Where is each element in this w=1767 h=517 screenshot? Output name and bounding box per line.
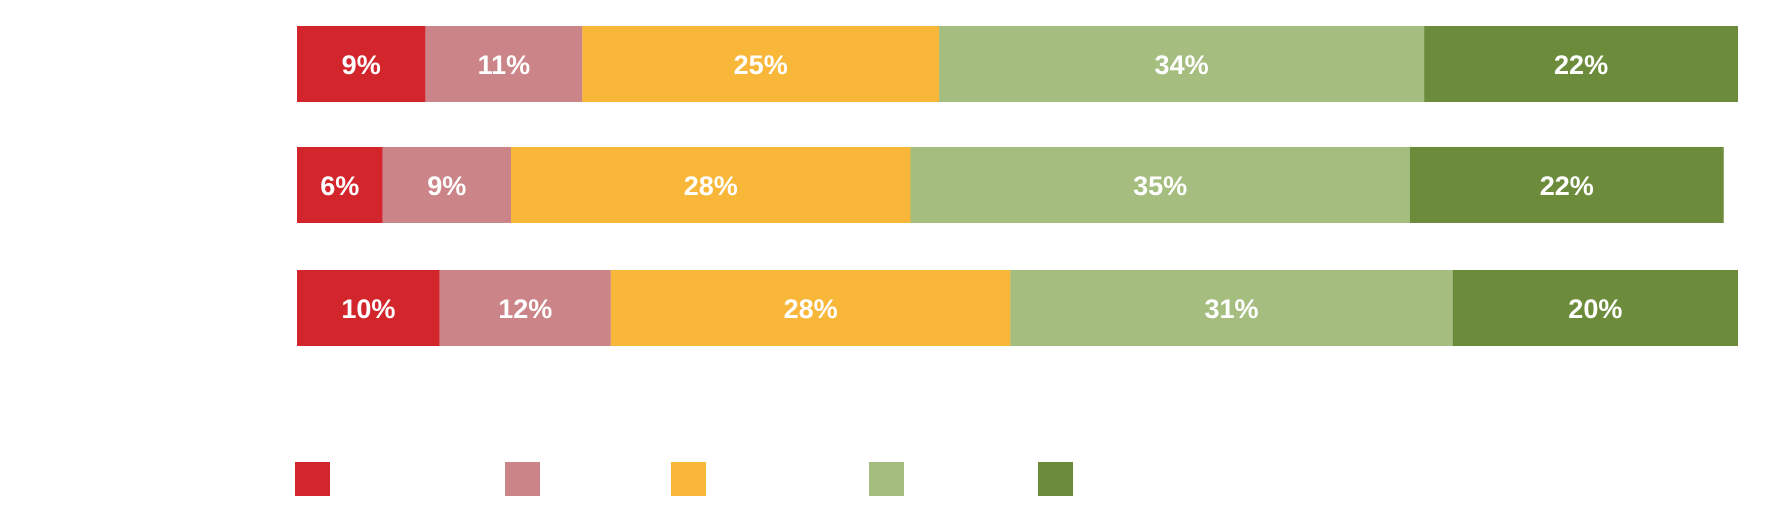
data-label: 11% <box>478 50 531 80</box>
data-label: 22% <box>1554 50 1608 80</box>
data-label: 31% <box>1204 294 1258 324</box>
bar-segment <box>939 26 1425 102</box>
bar-segment <box>610 270 1011 346</box>
data-label: 22% <box>1540 171 1594 201</box>
bar-segment <box>297 147 383 223</box>
bar-segment <box>1424 26 1738 102</box>
data-label: 25% <box>734 50 788 80</box>
data-label: 34% <box>1155 50 1209 80</box>
bar-segment <box>582 26 940 102</box>
legend-swatch <box>505 462 540 496</box>
legend-swatch <box>295 462 330 496</box>
bar-segment <box>297 26 426 102</box>
legend-swatch <box>671 462 706 496</box>
bar-segment <box>439 270 611 346</box>
bar-segment <box>1409 147 1724 223</box>
data-label: 10% <box>341 294 395 324</box>
data-label: 20% <box>1568 294 1622 324</box>
bar-segment <box>910 147 1410 223</box>
bar-segment <box>1452 270 1738 346</box>
bar-segment <box>511 147 911 223</box>
data-label: 28% <box>684 171 738 201</box>
legend-swatch <box>869 462 904 496</box>
data-label: 9% <box>342 50 381 80</box>
data-label: 6% <box>320 171 359 201</box>
data-label: 35% <box>1133 171 1187 201</box>
data-label: 9% <box>427 171 466 201</box>
bar-segment <box>382 147 512 223</box>
legend-swatch <box>1038 462 1073 496</box>
bar-segment <box>1010 270 1453 346</box>
data-label: 28% <box>784 294 838 324</box>
bar-segment <box>297 270 440 346</box>
data-label: 12% <box>498 294 552 324</box>
bar-segment <box>425 26 583 102</box>
